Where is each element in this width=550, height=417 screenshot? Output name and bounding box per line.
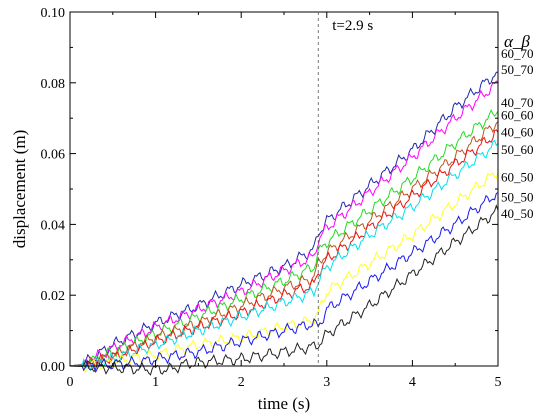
labels-layer: 0 1 2 3 4 5 0.00 0.02 0.04 0.06 0.08 0.10 time (s) di… bbox=[10, 6, 534, 413]
series-label: 50_70 bbox=[501, 62, 534, 77]
series-line-50_60 bbox=[69, 139, 499, 370]
series-line-50_70 bbox=[69, 80, 499, 367]
series-line-40_70 bbox=[69, 108, 499, 368]
y-tick-label: 0.00 bbox=[41, 360, 66, 375]
y-tick-label: 0.06 bbox=[41, 148, 66, 163]
y-tick-label: 0.10 bbox=[41, 6, 66, 21]
series-label: 40_70 bbox=[501, 95, 534, 110]
axes-layer bbox=[69, 11, 499, 367]
series-label: 40_50 bbox=[501, 206, 534, 221]
x-tick-label: 4 bbox=[409, 375, 416, 390]
series-layer bbox=[69, 71, 499, 376]
x-tick-label: 0 bbox=[67, 375, 74, 390]
y-axis-title: displacement (m) bbox=[10, 130, 29, 249]
series-line-50_50 bbox=[70, 192, 499, 374]
x-axis-title: time (s) bbox=[258, 394, 310, 413]
series-label: 60_70 bbox=[501, 46, 534, 61]
x-tick-label: 1 bbox=[152, 375, 159, 390]
series-label: 60_60 bbox=[501, 108, 534, 123]
series-line-40_50 bbox=[69, 204, 499, 376]
series-line-60_70 bbox=[69, 71, 498, 367]
x-tick-label: 5 bbox=[495, 375, 502, 390]
x-tick-label: 3 bbox=[323, 375, 330, 390]
y-tick-label: 0.04 bbox=[41, 218, 66, 233]
series-label: 50_60 bbox=[501, 142, 534, 157]
y-tick-label: 0.08 bbox=[41, 77, 66, 92]
y-tick-label: 0.02 bbox=[41, 289, 66, 304]
legend-title: α_β bbox=[504, 32, 530, 51]
series-line-40_60 bbox=[69, 129, 499, 370]
x-tick-label: 2 bbox=[238, 375, 245, 390]
series-label: 60_50 bbox=[501, 169, 534, 184]
annotation-label: t=2.9 s bbox=[332, 18, 373, 34]
series-label: 40_60 bbox=[501, 124, 534, 139]
series-label: 50_50 bbox=[501, 190, 534, 205]
